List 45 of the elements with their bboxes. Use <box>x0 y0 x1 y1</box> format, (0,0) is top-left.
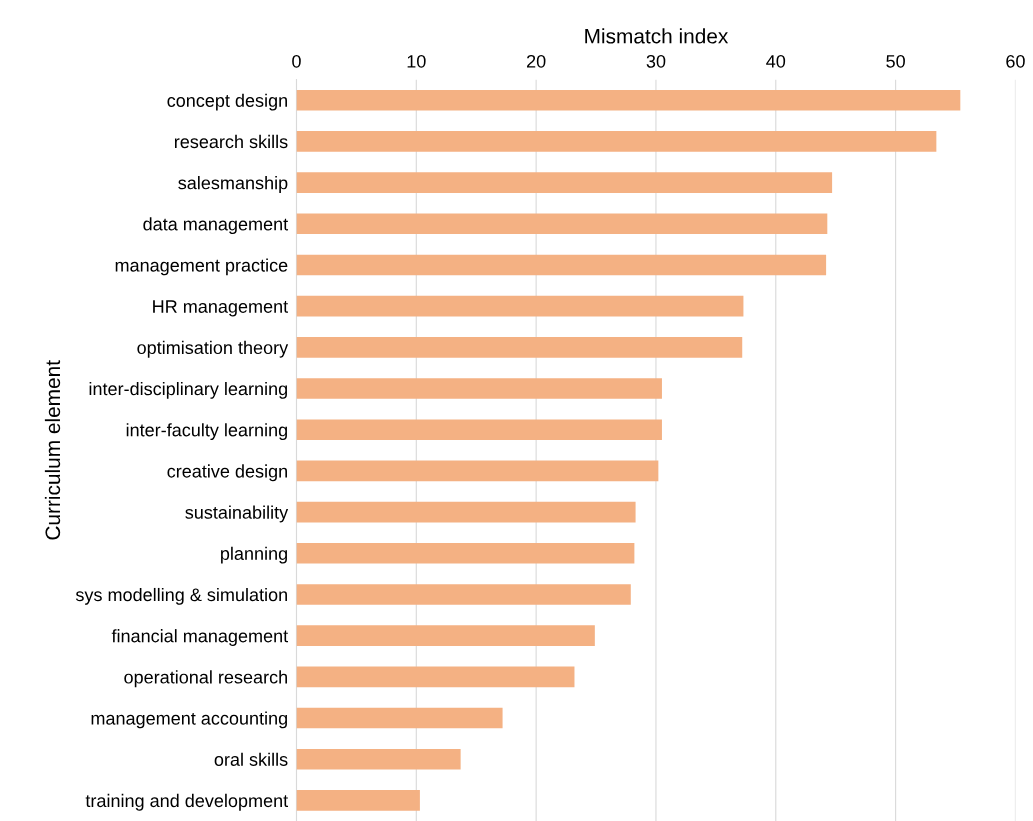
x-tick-label: 20 <box>526 54 546 68</box>
bar <box>296 542 635 564</box>
y-tick-label: planning <box>221 546 287 564</box>
y-tick-label: training and development <box>85 793 289 811</box>
x-axis-title: Mismatch index <box>585 28 729 44</box>
y-tick-label: financial management <box>111 629 289 646</box>
bar <box>296 501 636 523</box>
y-tick-label: management accounting <box>91 711 287 729</box>
y-axis-title: Curriculum element <box>44 360 61 540</box>
bar <box>296 707 503 729</box>
bar <box>296 89 961 111</box>
x-tick-label: 60 <box>1006 54 1025 68</box>
bar <box>296 460 659 482</box>
bar <box>296 254 827 276</box>
x-tick-label: 50 <box>886 54 905 68</box>
y-tick-label: sustainability <box>185 505 289 523</box>
y-tick-label: optimisation theory <box>137 340 289 358</box>
y-tick-label: data management <box>143 217 289 235</box>
bar <box>296 790 420 811</box>
x-tick-label: 10 <box>407 54 426 68</box>
bar <box>296 131 937 152</box>
bar <box>296 295 744 317</box>
bar <box>296 213 828 235</box>
x-tick-label: 0 <box>292 54 301 68</box>
y-tick-label: inter-disciplinary learning <box>89 382 287 399</box>
y-tick-label: creative design <box>167 464 287 482</box>
y-tick-label: salesmanship <box>178 176 288 193</box>
bar <box>296 584 631 605</box>
y-tick-label: research skills <box>174 134 288 149</box>
bar <box>296 337 743 358</box>
y-tick-label: oral skills <box>214 752 288 766</box>
x-tick-label: 30 <box>646 54 666 68</box>
bar <box>296 666 575 688</box>
bar <box>296 378 662 399</box>
y-tick-label: sys modelling & simulation <box>75 587 287 605</box>
bar <box>296 172 833 193</box>
bar <box>296 625 595 646</box>
bar <box>296 748 461 770</box>
y-tick-label: HR management <box>153 300 289 317</box>
x-tick-label: 40 <box>766 54 786 68</box>
y-tick-label: inter-faculty learning <box>126 423 287 441</box>
bar <box>296 419 662 441</box>
y-tick-label: management practice <box>115 258 288 276</box>
y-tick-label: concept design <box>167 93 287 111</box>
y-tick-label: operational research <box>124 670 287 688</box>
